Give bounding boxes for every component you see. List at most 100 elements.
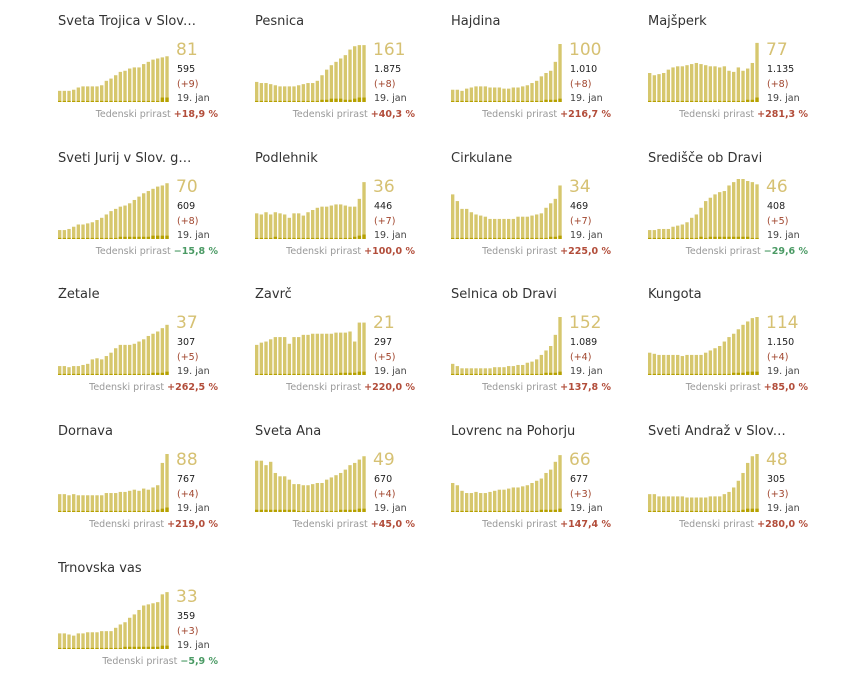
bar xyxy=(283,337,287,375)
daily-bar xyxy=(109,237,113,239)
bar xyxy=(497,87,502,102)
daily-bar xyxy=(297,373,301,375)
municipality-card[interactable]: Cirkulane 34 469 (+7) 19. jan Tedenski priras… xyxy=(451,149,629,269)
date-label: 19. jan xyxy=(177,366,210,377)
bar xyxy=(165,592,169,649)
daily-bar xyxy=(283,100,287,102)
daily-bar xyxy=(62,647,67,649)
bar xyxy=(690,354,694,375)
daily-bar xyxy=(694,373,699,375)
bar xyxy=(460,368,464,375)
daily-bar xyxy=(558,508,562,512)
bar xyxy=(62,633,67,649)
bar xyxy=(732,333,736,375)
municipality-card[interactable]: Središče ob Dravi 46 408 (+5) 19. jan Tedensk… xyxy=(648,149,826,269)
daily-bar xyxy=(165,507,169,512)
bar xyxy=(699,64,703,102)
municipality-card[interactable]: Pesnica 161 1.875 (+8) 19. jan Tedenski prira… xyxy=(255,12,433,132)
bar xyxy=(362,45,366,102)
daily-bar xyxy=(123,646,127,649)
daily-bar xyxy=(142,510,146,512)
bar xyxy=(160,594,165,649)
daily-bar xyxy=(348,237,352,239)
municipality-card[interactable]: Zavrč 21 297 (+5) 19. jan Tedenski prirast +22… xyxy=(255,285,433,405)
sparkline-chart xyxy=(255,456,366,512)
daily-bar xyxy=(657,373,661,375)
bar xyxy=(104,356,109,375)
municipality-card[interactable]: Podlehnik 36 446 (+7) 19. jan Tedenski priras… xyxy=(255,149,433,269)
daily-bar xyxy=(553,509,558,512)
bar xyxy=(549,469,553,512)
bar xyxy=(699,497,703,512)
bar xyxy=(736,67,741,102)
daily-bar xyxy=(722,510,727,512)
municipality-card[interactable]: Kungota 114 1.150 (+4) 19. jan Tedenski prira… xyxy=(648,285,826,405)
daily-bar xyxy=(657,237,661,239)
bar xyxy=(343,55,348,102)
bar xyxy=(671,496,675,512)
daily-bar xyxy=(690,373,694,375)
daily-bar xyxy=(507,237,511,239)
daily-bar xyxy=(732,236,736,239)
daily-bar xyxy=(165,235,169,239)
daily-bar xyxy=(493,510,497,512)
total-cases-value: 595 xyxy=(177,64,196,75)
daily-bar xyxy=(151,510,155,512)
bar xyxy=(118,624,123,649)
bar xyxy=(151,188,155,239)
municipality-card[interactable]: Sveti Jurij v Slov. go... 70 609 (+8) 19. ja… xyxy=(58,149,236,269)
bar xyxy=(502,88,506,102)
bar xyxy=(76,224,81,239)
daily-bar xyxy=(114,373,118,375)
bar xyxy=(521,364,525,375)
bar xyxy=(320,75,324,102)
bar xyxy=(297,213,301,239)
bar xyxy=(465,493,469,512)
bar xyxy=(132,343,137,375)
daily-bar xyxy=(62,373,67,375)
daily-bar xyxy=(493,237,497,239)
daily-bar xyxy=(699,100,703,102)
daily-bar xyxy=(474,373,478,375)
municipality-card[interactable]: Dornava 88 767 (+4) 19. jan Tedenski prirast +… xyxy=(58,422,236,542)
municipality-card[interactable]: Trnovska vas 33 359 (+3) 19. jan Tedenski pri… xyxy=(58,559,236,679)
daily-bar xyxy=(483,237,488,239)
daily-bar xyxy=(86,237,90,239)
bar xyxy=(118,344,123,375)
daily-bar xyxy=(118,373,123,375)
municipality-card[interactable]: Selnica ob Dravi 152 1.089 (+4) 19. jan Teden… xyxy=(451,285,629,405)
daily-bar xyxy=(353,98,357,102)
bar xyxy=(727,185,731,239)
bar xyxy=(362,322,366,375)
daily-bar xyxy=(128,373,132,375)
municipality-card[interactable]: Žetale 37 307 (+5) 19. jan Tedenski prirast +2… xyxy=(58,285,236,405)
municipality-card[interactable]: Hajdina 100 1.010 (+8) 19. jan Tedenski prira… xyxy=(451,12,629,132)
bar xyxy=(334,332,338,375)
daily-bar xyxy=(137,236,141,239)
daily-bar xyxy=(104,237,109,239)
daily-bar xyxy=(694,510,699,512)
bar xyxy=(750,182,755,239)
daily-bar xyxy=(81,647,85,649)
daily-bar xyxy=(259,373,264,375)
daily-bar xyxy=(306,237,310,239)
daily-bar xyxy=(722,100,727,102)
daily-bar xyxy=(750,371,755,375)
municipality-card[interactable]: Majšperk 77 1.135 (+8) 19. jan Tedenski prira… xyxy=(648,12,826,132)
bar xyxy=(100,495,104,512)
daily-bar xyxy=(755,371,759,375)
daily-bar xyxy=(311,373,315,375)
bar xyxy=(259,214,264,239)
weekly-growth-value: +219,0 % xyxy=(167,519,218,530)
bar xyxy=(535,214,539,239)
bar xyxy=(339,204,343,239)
bar xyxy=(662,73,666,102)
municipality-card[interactable]: Sveta Ana 49 670 (+4) 19. jan Tedenski priras… xyxy=(255,422,433,542)
daily-bar xyxy=(81,373,85,375)
municipality-card[interactable]: Sveta Trojica v Slov.... 81 595 (+9) 19. jan… xyxy=(58,12,236,132)
municipality-card[interactable]: Lovrenc na Pohorju 66 677 (+3) 19. jan Tedens… xyxy=(451,422,629,542)
municipality-card[interactable]: Sveti Andraž v Slov.... 48 305 (+3) 19. jan T… xyxy=(648,422,826,542)
daily-bar xyxy=(511,373,516,375)
bar xyxy=(278,213,282,239)
bar xyxy=(535,80,539,102)
